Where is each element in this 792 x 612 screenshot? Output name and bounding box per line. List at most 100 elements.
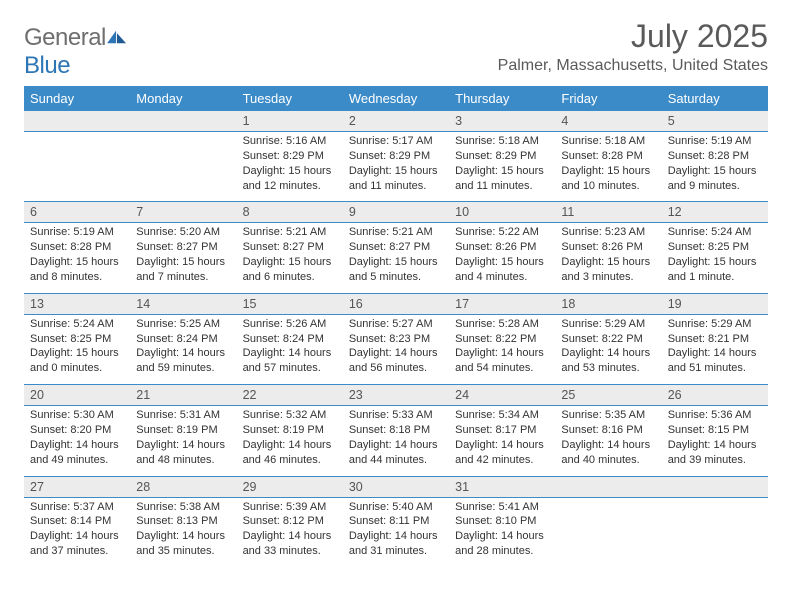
week-content-row: Sunrise: 5:19 AMSunset: 8:28 PMDaylight:… [24,223,768,293]
daylight-text: Daylight: 14 hours and 33 minutes. [243,529,337,559]
sunset-text: Sunset: 8:12 PM [243,514,337,529]
sunrise-text: Sunrise: 5:39 AM [243,500,337,515]
weekday-header: Thursday [449,86,555,111]
day-number-cell: 27 [24,476,130,497]
day-number-cell: 16 [343,293,449,314]
sunrise-text: Sunrise: 5:29 AM [668,317,762,332]
day-content-cell: Sunrise: 5:17 AMSunset: 8:29 PMDaylight:… [343,132,449,202]
day-number: 8 [237,202,343,222]
day-number-cell: 21 [130,385,236,406]
day-content: Sunrise: 5:18 AMSunset: 8:29 PMDaylight:… [449,132,555,201]
day-number: 19 [662,294,768,314]
daylight-text: Daylight: 14 hours and 49 minutes. [30,438,124,468]
week-daynum-row: 2728293031 [24,476,768,497]
daylight-text: Daylight: 14 hours and 57 minutes. [243,346,337,376]
day-content: Sunrise: 5:22 AMSunset: 8:26 PMDaylight:… [449,223,555,292]
sunset-text: Sunset: 8:19 PM [243,423,337,438]
day-number-cell: 12 [662,202,768,223]
brand-text: General Blue [24,24,128,80]
sunrise-text: Sunrise: 5:21 AM [243,225,337,240]
week-content-row: Sunrise: 5:24 AMSunset: 8:25 PMDaylight:… [24,314,768,384]
day-number-cell: 4 [555,111,661,132]
day-content-cell: Sunrise: 5:32 AMSunset: 8:19 PMDaylight:… [237,406,343,476]
weekday-header: Saturday [662,86,768,111]
daylight-text: Daylight: 14 hours and 31 minutes. [349,529,443,559]
day-number-cell: 11 [555,202,661,223]
day-content: Sunrise: 5:39 AMSunset: 8:12 PMDaylight:… [237,498,343,567]
sunrise-text: Sunrise: 5:18 AM [561,134,655,149]
daylight-text: Daylight: 14 hours and 37 minutes. [30,529,124,559]
sunset-text: Sunset: 8:28 PM [668,149,762,164]
day-number: 13 [24,294,130,314]
weekday-header: Friday [555,86,661,111]
sunrise-text: Sunrise: 5:27 AM [349,317,443,332]
day-content: Sunrise: 5:29 AMSunset: 8:22 PMDaylight:… [555,315,661,384]
brand-text-2: Blue [24,52,70,79]
sunset-text: Sunset: 8:16 PM [561,423,655,438]
week-content-row: Sunrise: 5:37 AMSunset: 8:14 PMDaylight:… [24,497,768,567]
day-number: 5 [662,111,768,131]
sunrise-text: Sunrise: 5:34 AM [455,408,549,423]
sunset-text: Sunset: 8:29 PM [243,149,337,164]
day-content: Sunrise: 5:34 AMSunset: 8:17 PMDaylight:… [449,406,555,475]
day-content-cell: Sunrise: 5:35 AMSunset: 8:16 PMDaylight:… [555,406,661,476]
sunset-text: Sunset: 8:22 PM [561,332,655,347]
sunrise-text: Sunrise: 5:19 AM [30,225,124,240]
day-content [555,498,661,560]
sunrise-text: Sunrise: 5:20 AM [136,225,230,240]
header: General Blue July 2025 Palmer, Massachus… [24,18,768,80]
sunset-text: Sunset: 8:26 PM [455,240,549,255]
week-daynum-row: 20212223242526 [24,385,768,406]
day-content-cell: Sunrise: 5:41 AMSunset: 8:10 PMDaylight:… [449,497,555,567]
daylight-text: Daylight: 15 hours and 12 minutes. [243,164,337,194]
day-content-cell: Sunrise: 5:39 AMSunset: 8:12 PMDaylight:… [237,497,343,567]
day-number: 3 [449,111,555,131]
day-content-cell [24,132,130,202]
day-number-cell: 20 [24,385,130,406]
day-number: 28 [130,477,236,497]
daylight-text: Daylight: 14 hours and 53 minutes. [561,346,655,376]
sunrise-text: Sunrise: 5:32 AM [243,408,337,423]
sunrise-text: Sunrise: 5:17 AM [349,134,443,149]
daylight-text: Daylight: 15 hours and 0 minutes. [30,346,124,376]
day-number-cell: 10 [449,202,555,223]
day-number-cell: 18 [555,293,661,314]
daylight-text: Daylight: 15 hours and 5 minutes. [349,255,443,285]
sunrise-text: Sunrise: 5:21 AM [349,225,443,240]
day-content-cell: Sunrise: 5:20 AMSunset: 8:27 PMDaylight:… [130,223,236,293]
week-daynum-row: 13141516171819 [24,293,768,314]
day-number-cell: 13 [24,293,130,314]
daylight-text: Daylight: 14 hours and 59 minutes. [136,346,230,376]
sunrise-text: Sunrise: 5:22 AM [455,225,549,240]
sunset-text: Sunset: 8:28 PM [561,149,655,164]
daylight-text: Daylight: 15 hours and 6 minutes. [243,255,337,285]
sunset-text: Sunset: 8:18 PM [349,423,443,438]
day-content-cell: Sunrise: 5:29 AMSunset: 8:22 PMDaylight:… [555,314,661,384]
day-content: Sunrise: 5:16 AMSunset: 8:29 PMDaylight:… [237,132,343,201]
day-content: Sunrise: 5:29 AMSunset: 8:21 PMDaylight:… [662,315,768,384]
sunrise-text: Sunrise: 5:37 AM [30,500,124,515]
sunset-text: Sunset: 8:23 PM [349,332,443,347]
day-content: Sunrise: 5:38 AMSunset: 8:13 PMDaylight:… [130,498,236,567]
day-number: 20 [24,385,130,405]
daylight-text: Daylight: 14 hours and 54 minutes. [455,346,549,376]
week-content-row: Sunrise: 5:16 AMSunset: 8:29 PMDaylight:… [24,132,768,202]
day-content-cell: Sunrise: 5:24 AMSunset: 8:25 PMDaylight:… [662,223,768,293]
sunset-text: Sunset: 8:25 PM [668,240,762,255]
day-number: 30 [343,477,449,497]
sunrise-text: Sunrise: 5:29 AM [561,317,655,332]
brand-text-1: General [24,24,106,51]
weekday-header: Tuesday [237,86,343,111]
day-number: 23 [343,385,449,405]
calendar-table: SundayMondayTuesdayWednesdayThursdayFrid… [24,86,768,567]
daylight-text: Daylight: 14 hours and 40 minutes. [561,438,655,468]
day-content: Sunrise: 5:35 AMSunset: 8:16 PMDaylight:… [555,406,661,475]
daylight-text: Daylight: 15 hours and 8 minutes. [30,255,124,285]
sunrise-text: Sunrise: 5:40 AM [349,500,443,515]
weekday-header: Monday [130,86,236,111]
day-number: 10 [449,202,555,222]
day-number-cell: 6 [24,202,130,223]
day-number-cell: 31 [449,476,555,497]
day-number: 2 [343,111,449,131]
day-content-cell [555,497,661,567]
